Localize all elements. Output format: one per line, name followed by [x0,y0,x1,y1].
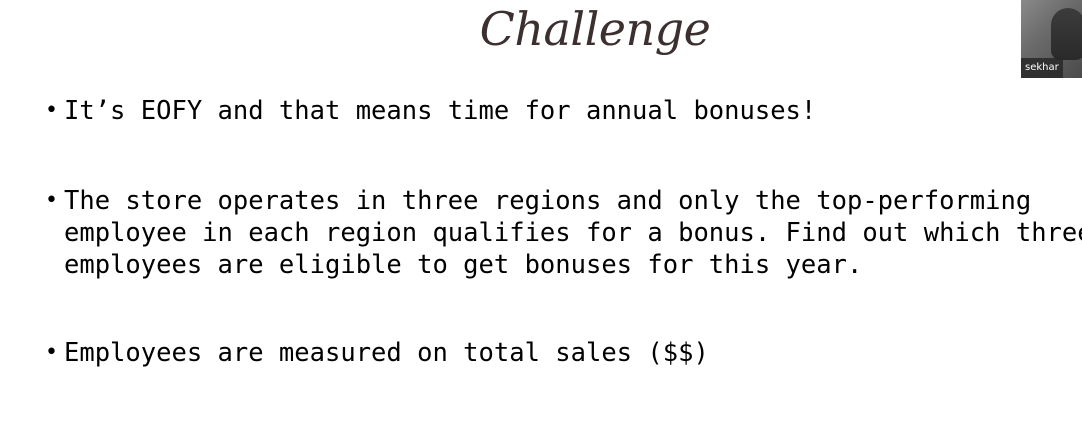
bullet-line: The store operates in three regions and … [64,186,1032,216]
participant-video-feed [1051,8,1082,60]
bullet-dot-icon: • [45,188,58,213]
bullet-dot-icon: • [45,98,58,123]
bullet-item: • The store operates in three regions and… [45,185,1082,281]
bullet-line: employees are eligible to get bonuses fo… [64,250,863,280]
bullet-text: Employees are measured on total sales ($… [64,337,709,369]
bullet-line: employee in each region qualifies for a … [64,218,1082,248]
bullet-line: Employees are measured on total sales ($… [64,338,709,368]
participant-name-label: sekhar [1021,58,1063,78]
bullet-line: It’s EOFY and that means time for annual… [64,96,817,126]
bullet-text: It’s EOFY and that means time for annual… [64,95,816,127]
bullet-item: • Employees are measured on total sales (… [45,337,709,369]
slide-title: Challenge [479,2,711,56]
bullet-text: The store operates in three regions and … [64,185,1082,281]
bullet-item: • It’s EOFY and that means time for annua… [45,95,816,127]
bullet-dot-icon: • [45,340,58,365]
participant-video-tile[interactable]: sekhar [1021,0,1082,78]
